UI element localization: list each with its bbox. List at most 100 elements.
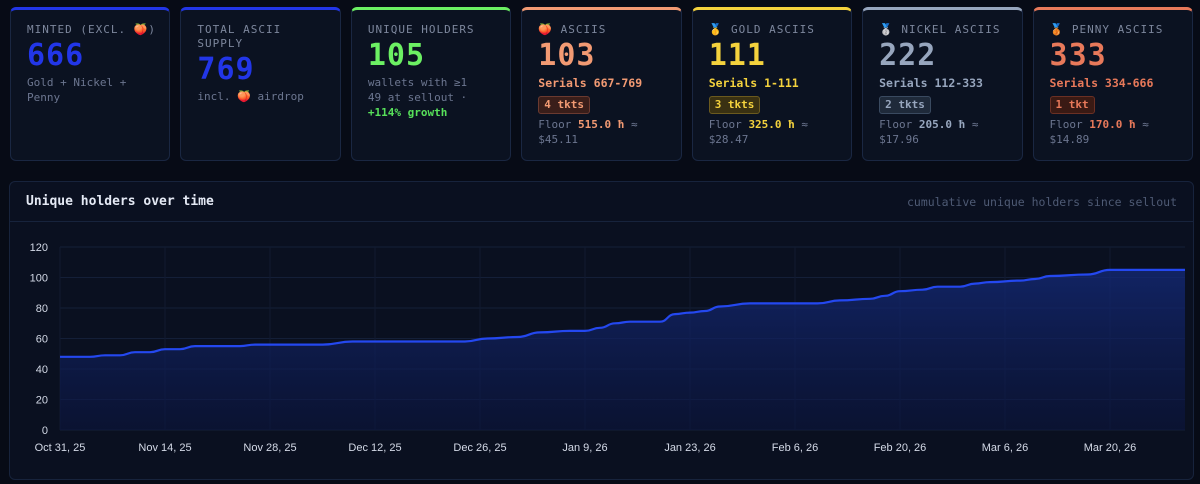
floor-label: Floor [708, 118, 742, 131]
data-point[interactable] [744, 297, 756, 309]
data-point[interactable] [564, 325, 576, 337]
sellout-count: 49 at sellout · [367, 91, 468, 104]
data-point[interactable] [347, 336, 359, 348]
serials-range: Serials 667-769 [538, 76, 643, 90]
data-point[interactable] [879, 290, 891, 302]
floor-price: Floor 205.0 ħ ≈ $17.96 [879, 117, 1009, 147]
data-point[interactable] [609, 317, 621, 329]
minted-card: MINTED (EXCL. 🍑) 666 Gold + Nickel + Pen… [10, 7, 171, 161]
holders-desc: wallets with ≥1 [367, 76, 468, 89]
card-label: 🥈 NICKEL ASCIIS [879, 23, 1001, 36]
data-point[interactable] [54, 351, 66, 363]
card-label: UNIQUE HOLDERS [367, 23, 475, 36]
data-point[interactable] [1044, 270, 1056, 282]
x-tick-label: Dec 12, 25 [348, 442, 401, 454]
penny-asciis-card: 🥉 PENNY ASCIIS 333 Serials 334-666 1 tkt… [1032, 7, 1193, 161]
floor-value: 170.0 ħ [1089, 118, 1136, 131]
gold-asciis-card: 🥇 GOLD ASCIIS 111 Serials 1-111 3 tkts F… [691, 7, 853, 161]
data-point[interactable] [699, 305, 711, 317]
chart-subtitle: cumulative unique holders since sellout [906, 194, 1177, 209]
data-point[interactable] [482, 333, 494, 345]
card-value: 111 [708, 38, 766, 73]
data-point[interactable] [114, 349, 126, 361]
nickel-asciis-card: 🥈 NICKEL ASCIIS 222 Serials 112-333 2 tk… [862, 7, 1023, 161]
floor-usd: ≈ $17.96 [879, 118, 979, 146]
unique-holders-card: UNIQUE HOLDERS 105 wallets with ≥1 49 at… [350, 7, 512, 161]
y-tick-label: 60 [36, 334, 48, 346]
x-tick-label: Jan 9, 26 [562, 442, 607, 454]
data-point[interactable] [669, 308, 681, 320]
floor-value: 325.0 ħ [748, 118, 795, 131]
data-point[interactable] [249, 339, 261, 351]
holders-area-fill [60, 269, 1185, 430]
card-label: 🥇 GOLD ASCIIS [708, 23, 815, 36]
data-point[interactable] [317, 339, 329, 351]
tickets-badge: 2 tkts [879, 96, 931, 114]
data-point[interactable] [812, 297, 824, 309]
data-point[interactable] [917, 284, 929, 296]
chart-marks [54, 264, 1191, 430]
floor-label: Floor [538, 118, 572, 131]
data-point[interactable] [1082, 268, 1094, 280]
data-point[interactable] [174, 343, 186, 355]
card-value: 769 [197, 52, 255, 87]
card-value: 333 [1049, 38, 1107, 73]
holders-area-chart[interactable]: 0 20 40 60 80 100 120 Oct 31, 25 Nov 14, 25 Nov … [10, 223, 1194, 480]
data-point[interactable] [894, 285, 906, 297]
floor-label: Floor [879, 118, 913, 131]
data-point[interactable] [954, 281, 966, 293]
card-value: 666 [27, 38, 85, 73]
data-point[interactable] [579, 325, 591, 337]
serials-range: Serials 112-333 [879, 76, 983, 90]
data-point[interactable] [189, 340, 201, 352]
data-point[interactable] [84, 351, 96, 363]
data-point[interactable] [834, 294, 846, 306]
data-point[interactable] [624, 316, 636, 328]
card-sub: wallets with ≥1 49 at sellout · +114% gr… [368, 75, 498, 120]
chart-area[interactable]: 0 20 40 60 80 100 120 Oct 31, 25 Nov 14, 25 Nov … [10, 223, 1194, 480]
data-point[interactable] [1104, 264, 1116, 276]
data-point[interactable] [1029, 273, 1041, 285]
data-point[interactable] [534, 326, 546, 338]
data-point[interactable] [99, 349, 111, 361]
data-point[interactable] [129, 346, 141, 358]
panel-header: Unique holders over time cumulative uniq… [10, 182, 1193, 222]
card-value: 105 [367, 38, 426, 73]
x-tick-label: Nov 28, 25 [243, 442, 296, 454]
growth-badge: +114% growth [367, 106, 448, 119]
data-point[interactable] [984, 276, 996, 288]
x-tick-label: Mar 6, 26 [982, 442, 1028, 454]
data-point[interactable] [864, 293, 876, 305]
serials-range: Serials 334-666 [1049, 76, 1154, 90]
tickets-badge: 1 tkt [1049, 96, 1095, 114]
data-point[interactable] [594, 322, 606, 334]
data-point[interactable] [654, 316, 666, 328]
card-value: 103 [538, 38, 596, 73]
y-tick-label: 80 [36, 303, 48, 315]
data-point[interactable] [234, 340, 246, 352]
data-point[interactable] [144, 346, 156, 358]
floor-value: 205.0 ħ [918, 118, 966, 131]
floor-label: Floor [1049, 118, 1083, 131]
data-point[interactable] [1179, 264, 1191, 276]
data-point[interactable] [969, 278, 981, 290]
y-tick-label: 40 [36, 364, 48, 376]
data-point[interactable] [1014, 275, 1026, 287]
card-sub: incl. 🍑 airdrop [197, 90, 304, 103]
data-point[interactable] [459, 336, 471, 348]
data-point[interactable] [684, 307, 696, 319]
holders-series-line [60, 268, 1185, 358]
floor-usd: ≈ $14.89 [1049, 118, 1149, 146]
y-axis: 0 20 40 60 80 100 120 [30, 242, 48, 437]
floor-price: Floor 170.0 ħ ≈ $14.89 [1050, 117, 1180, 147]
x-tick-label: Feb 6, 26 [772, 442, 818, 454]
x-tick-label: Jan 23, 26 [664, 442, 715, 454]
floor-value: 515.0 ħ [578, 118, 625, 131]
data-point[interactable] [159, 343, 171, 355]
data-point[interactable] [932, 281, 944, 293]
data-point[interactable] [714, 300, 726, 312]
tickets-badge: 4 tkts [538, 96, 591, 114]
y-tick-label: 0 [42, 425, 48, 437]
data-point[interactable] [512, 331, 524, 343]
card-label: TOTAL ASCII SUPPLY [197, 23, 282, 50]
